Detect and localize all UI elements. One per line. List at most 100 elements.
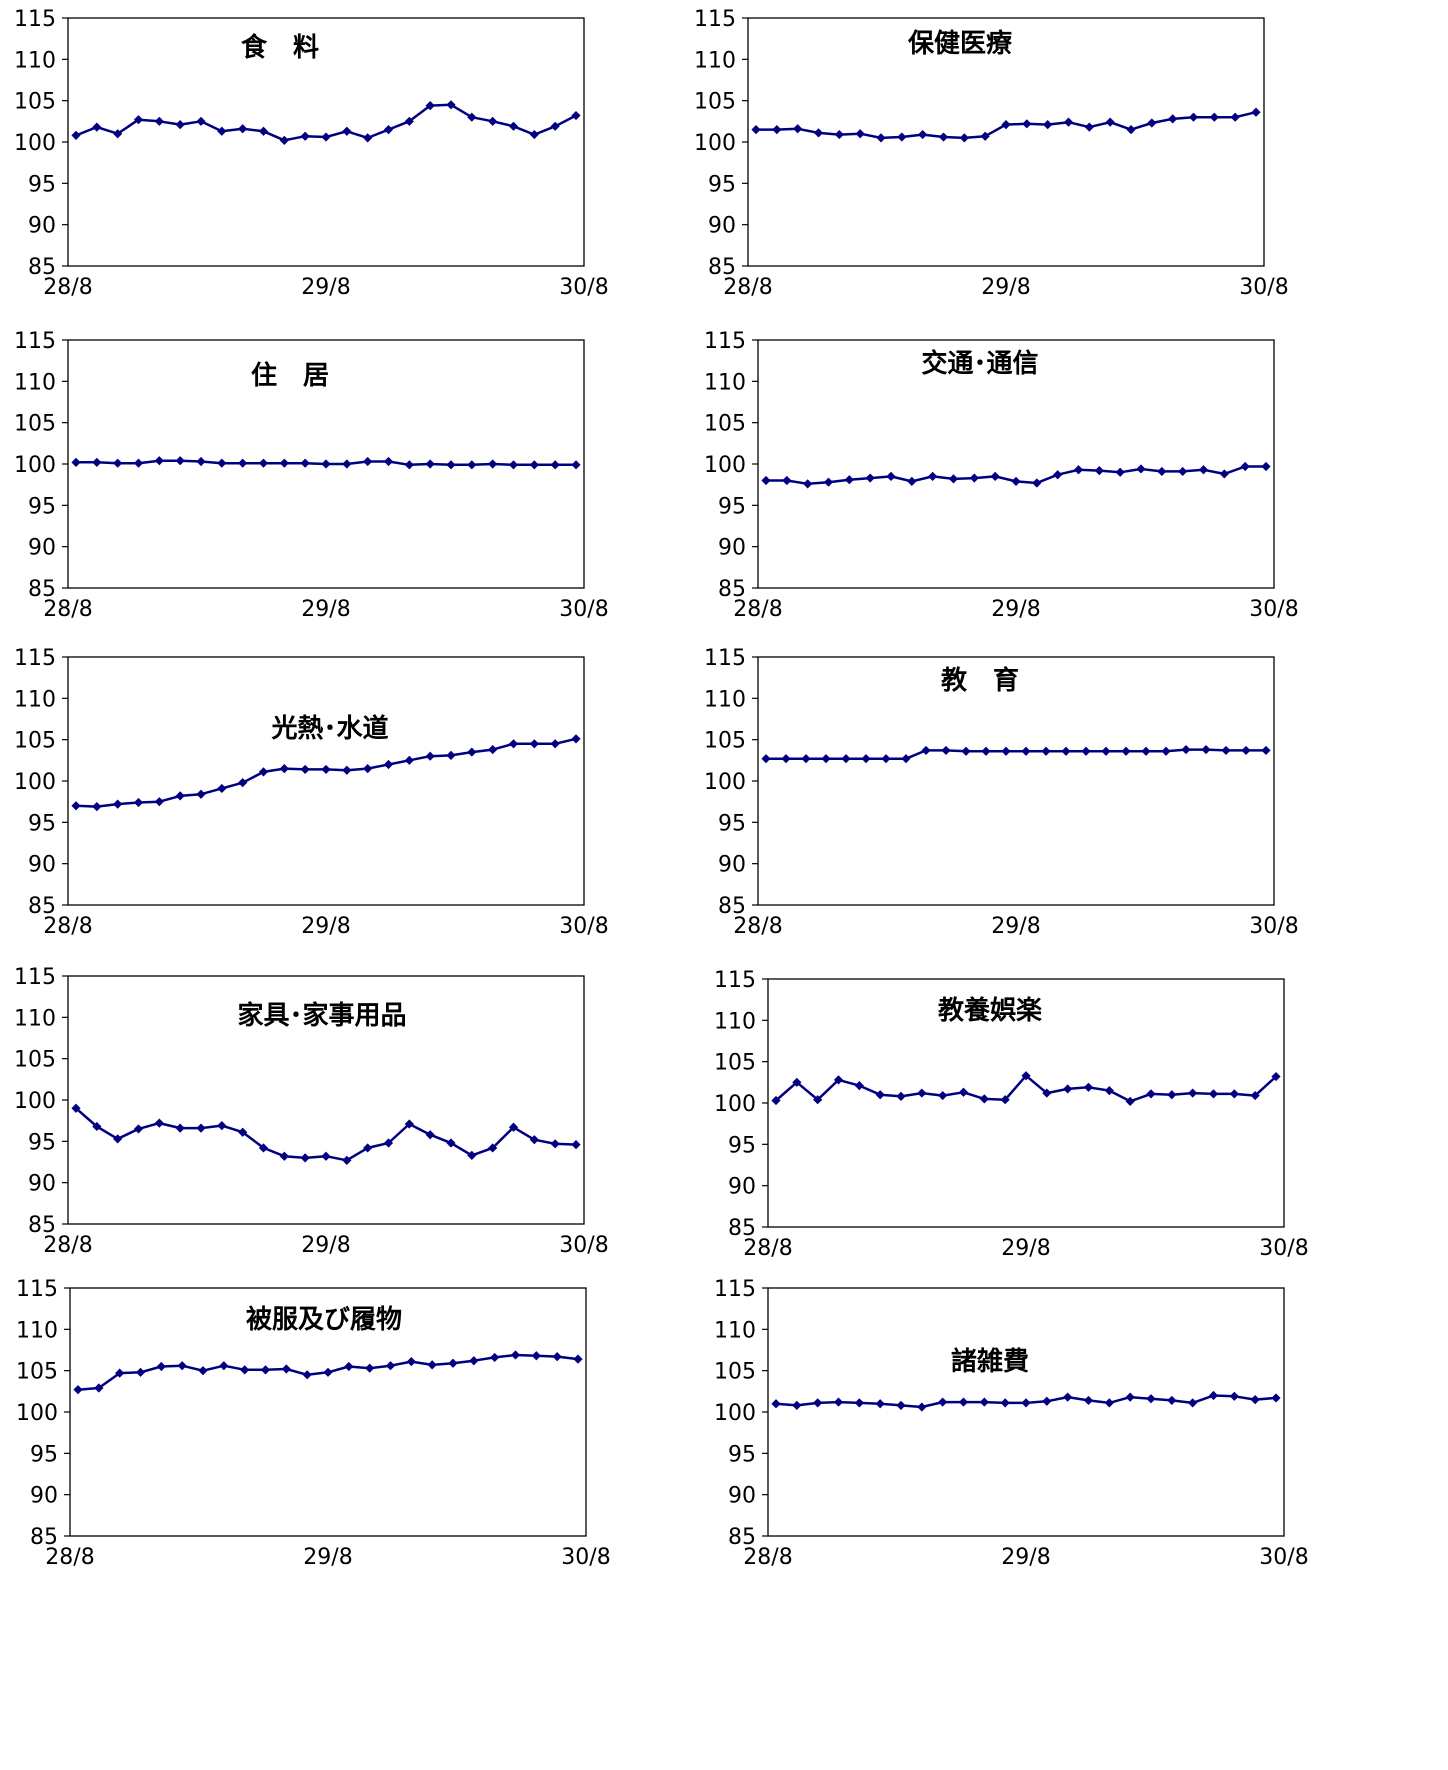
data-point [135,1367,146,1377]
data-point [1032,478,1042,488]
data-point [1229,1391,1239,1401]
data-point [782,475,792,486]
y-tick-label: 90 [28,214,56,239]
data-point [154,797,164,807]
data-point [425,101,435,111]
data-point [113,129,123,139]
y-tick-label: 95 [708,172,736,197]
data-point [529,1135,539,1145]
data-point [1101,746,1111,756]
y-tick-label: 95 [28,172,56,197]
data-point [300,131,310,141]
data-point [469,1356,479,1366]
data-point [1230,112,1240,122]
data-point [531,1351,541,1361]
data-point [1251,107,1261,117]
data-point [1188,1398,1198,1408]
data-point [1043,120,1053,130]
data-point [834,129,844,140]
data-point [321,459,331,469]
data-point [979,1397,989,1407]
data-point [941,745,951,756]
data-point [1022,119,1032,129]
x-tick-label: 29/8 [991,597,1040,622]
data-point [383,456,394,467]
data-point [1271,1393,1281,1403]
data-point [365,1363,375,1373]
x-tick-label: 30/8 [559,914,608,939]
data-point [793,124,803,134]
data-point [404,1119,414,1129]
x-tick-label: 30/8 [1259,1236,1308,1261]
x-tick-label: 29/8 [301,597,350,622]
y-tick-label: 100 [14,453,56,478]
data-point [1141,746,1151,756]
data-point [238,124,248,134]
data-point [571,1140,581,1150]
y-tick-label: 110 [694,48,736,73]
data-point [467,1150,477,1160]
data-point [896,1400,906,1410]
y-tick-label: 115 [14,329,56,354]
data-point [1161,746,1171,756]
y-tick-label: 90 [728,1175,756,1200]
data-point [508,121,519,131]
data-point [508,460,519,470]
chart-title: 光熱･水道 [270,713,388,744]
x-tick-label: 30/8 [1259,1545,1308,1570]
data-point [938,1090,948,1101]
data-point [510,1350,521,1360]
data-point [573,1354,583,1364]
data-point [154,1118,164,1128]
data-point [803,479,813,489]
x-tick-label: 30/8 [559,1233,608,1258]
data-point [1147,118,1157,128]
data-point [1104,1086,1114,1096]
y-tick-label: 115 [14,7,56,32]
y-tick-label: 85 [28,255,56,280]
data-point [217,126,227,136]
y-tick-label: 105 [714,1051,756,1076]
data-point [552,1352,562,1362]
x-tick-label: 30/8 [559,275,608,300]
data-point [1053,470,1063,480]
y-tick-label: 105 [14,412,56,437]
data-point [529,129,539,140]
data-point [1063,117,1074,127]
x-tick-label: 28/8 [43,1233,92,1258]
data-point [302,1370,312,1380]
data-point [404,116,414,126]
data-point [133,458,144,468]
data-point [1157,466,1167,477]
data-point [823,477,834,487]
data-point [781,754,791,764]
data-point [813,1398,823,1408]
data-point [1250,1090,1260,1101]
y-tick-label: 100 [16,1401,58,1426]
data-point [488,459,498,469]
data-point [1115,467,1125,477]
data-point [1001,120,1011,130]
data-point [1241,745,1251,756]
y-tick-label: 105 [714,1360,756,1385]
data-point [196,456,206,467]
data-point [115,1368,125,1378]
data-point [258,458,269,468]
data-point [448,1358,458,1368]
x-tick-label: 28/8 [743,1545,792,1570]
data-point [383,1138,394,1148]
data-point [404,755,414,765]
data-point [1001,746,1011,756]
data-point [427,1360,437,1370]
y-tick-label: 115 [14,646,56,671]
data-point [854,1398,864,1408]
y-tick-label: 110 [14,687,56,712]
chart-title: 諸雑費 [951,1346,1029,1377]
data-point [821,754,831,764]
data-point [1083,1082,1094,1092]
data-point [383,125,394,135]
data-point [1094,466,1104,476]
data-point [446,750,456,760]
x-tick-label: 30/8 [561,1545,610,1570]
data-point [833,1397,844,1407]
